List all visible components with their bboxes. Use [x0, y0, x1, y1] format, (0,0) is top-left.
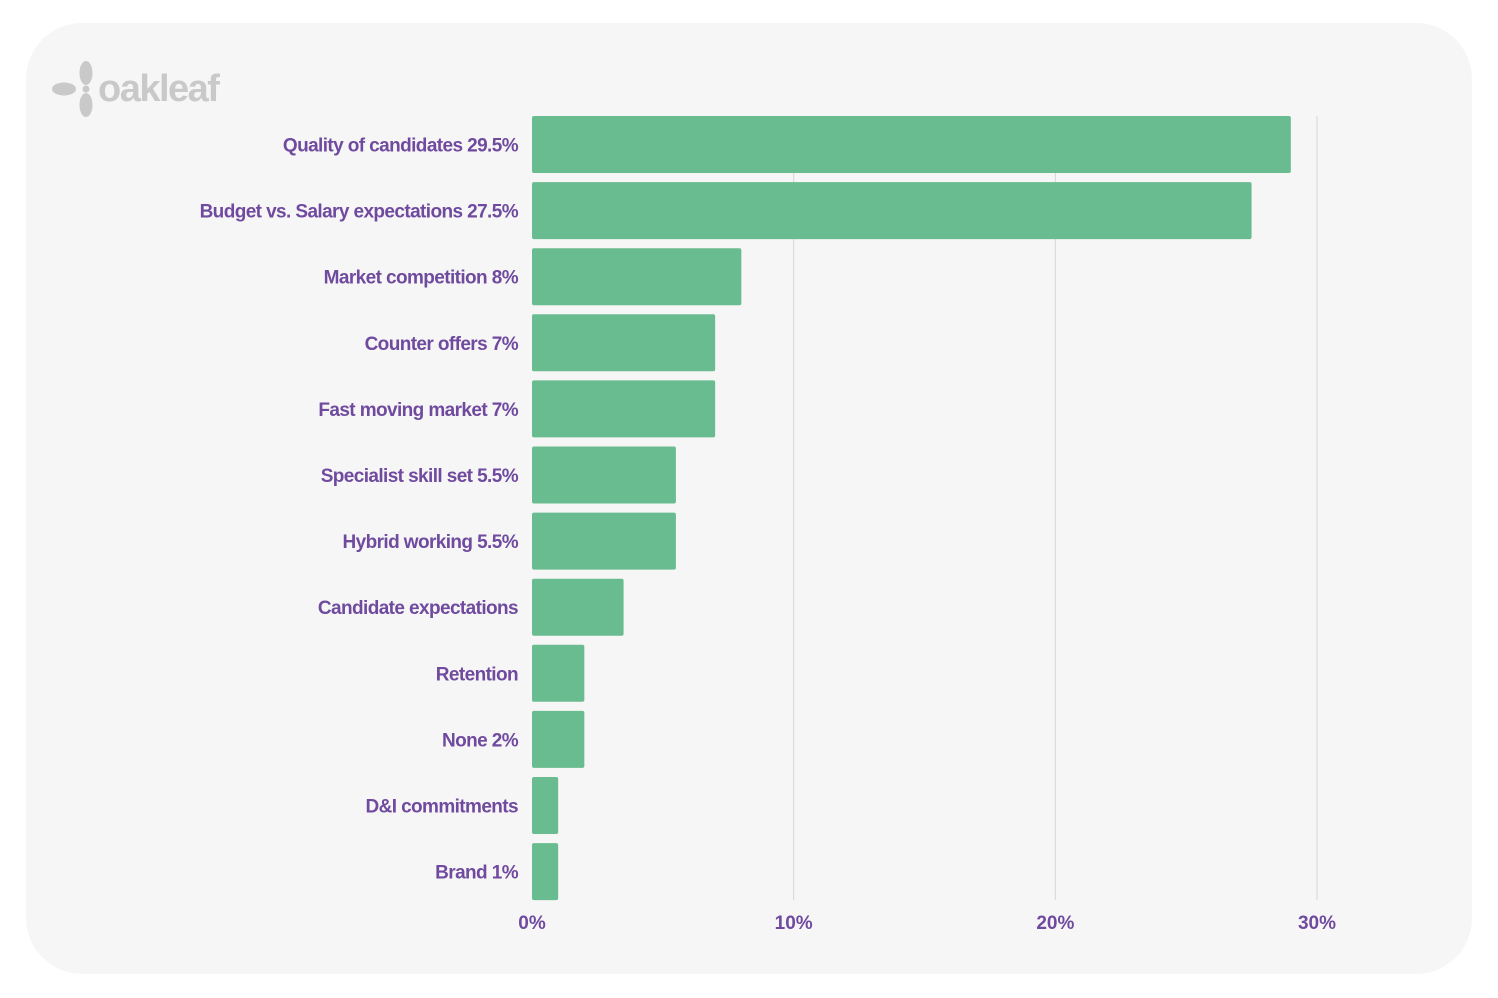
- bar-4: [532, 380, 716, 438]
- bar-5: [532, 446, 676, 504]
- bar-0: [532, 116, 1291, 173]
- brand-name: oakleaf: [98, 68, 220, 110]
- bars: [532, 116, 1291, 901]
- category-label-11: Brand 1%: [435, 863, 519, 884]
- category-label-7: Candidate expectations: [318, 598, 518, 619]
- bar-11: [532, 843, 559, 901]
- bar-6: [532, 512, 676, 570]
- category-label-5: Specialist skill set 5.5%: [321, 466, 519, 487]
- x-tick-label-1: 10%: [775, 913, 813, 934]
- x-tick-label-2: 20%: [1036, 913, 1074, 934]
- category-label-4: Fast moving market 7%: [318, 400, 518, 421]
- category-label-10: D&I commitments: [365, 797, 518, 818]
- category-label-2: Market competition 8%: [324, 268, 519, 289]
- bar-9: [532, 710, 585, 768]
- category-labels: Quality of candidates 29.5% Budget vs. Sa…: [200, 136, 520, 884]
- chart-card: oakleaf: [26, 23, 1472, 974]
- bar-1: [532, 182, 1252, 240]
- bar-3: [532, 314, 716, 372]
- category-label-8: Retention: [436, 664, 518, 685]
- category-label-6: Hybrid working 5.5%: [343, 532, 519, 553]
- bar-2: [532, 248, 742, 306]
- x-axis-ticks: 0% 10% 20% 30%: [518, 913, 1336, 934]
- oakleaf-logo: oakleaf: [52, 61, 222, 117]
- category-label-0: Quality of candidates 29.5%: [283, 136, 519, 157]
- bar-8: [532, 644, 585, 702]
- x-tick-label-3: 30%: [1298, 913, 1336, 934]
- category-label-1: Budget vs. Salary expectations 27.5%: [200, 202, 519, 223]
- x-tick-label-0: 0%: [518, 913, 546, 934]
- category-label-9: None 2%: [442, 730, 519, 751]
- category-label-3: Counter offers 7%: [365, 334, 519, 355]
- grid-lines: [793, 116, 1318, 900]
- bar-7: [532, 578, 624, 636]
- bar-10: [532, 777, 559, 834]
- leaf-icon: [52, 61, 93, 117]
